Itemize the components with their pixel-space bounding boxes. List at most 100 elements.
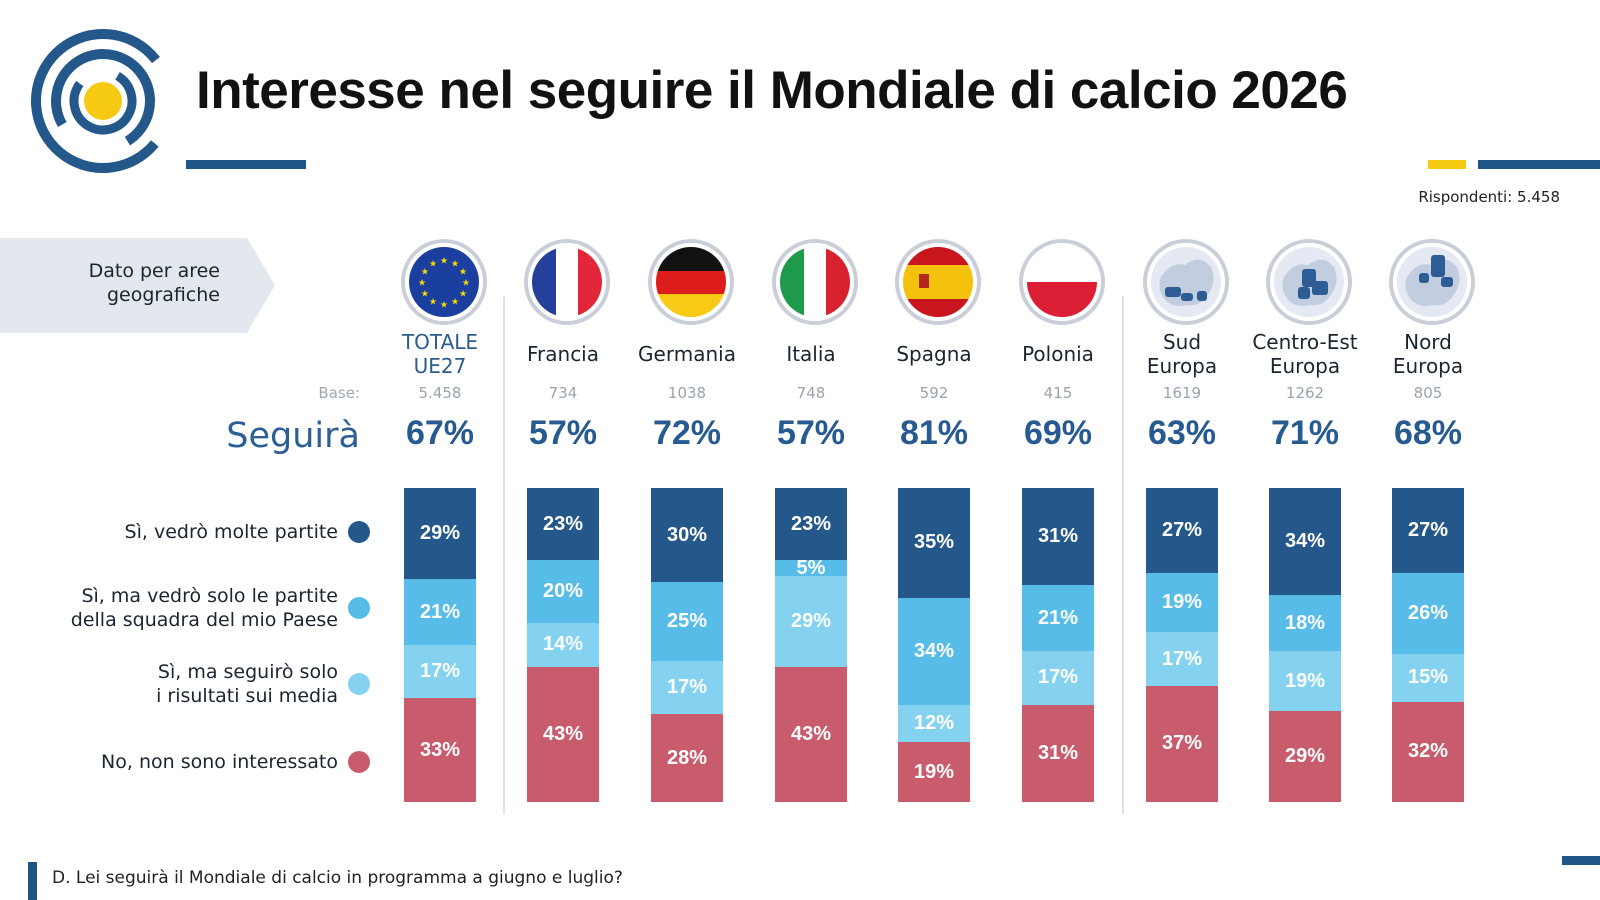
data-label: 17% [419,660,461,683]
survey-question: D. Lei seguirà il Mondiale di calcio in … [52,868,623,888]
seguira-label: Seguirà [226,416,360,456]
bar-segment: 28% [651,714,723,802]
base-value: 748 [796,384,826,402]
data-label: 29% [1284,744,1326,767]
accent-blue-bar [1478,160,1600,169]
stacked-bar: 27% 19% 17% 37% [1146,488,1218,802]
data-label: 5% [796,556,826,579]
legend-label: Sì, ma vedrò solo le partite della squad… [70,585,338,631]
bar-segment: 23% [775,488,847,561]
base-value: 805 [1413,384,1443,402]
stacked-bar: 31% 21% 17% 31% [1022,488,1094,802]
bar-segment: 20% [527,560,599,624]
data-label: 23% [542,512,584,535]
bar-segment: 25% [651,582,723,661]
stacked-bar: 30% 25% 17% 28% [651,488,723,802]
bar-segment: 19% [1146,572,1218,633]
data-label: 20% [542,580,584,603]
base-value: 1262 [1285,384,1325,402]
category-label: Germania [638,342,736,366]
bar-segment: 17% [1146,632,1218,686]
data-label: 18% [1284,611,1326,634]
eu-flag-icon: ★ ★ ★ ★ ★ ★ ★ ★ ★ ★ ★ ★ [405,243,483,321]
base-label: Base: [318,384,360,402]
respondents-count: Rispondenti: 5.458 [1418,188,1560,206]
chart-column: Centro-Est Europa 1262 71% 34% 18% 19% 29% [1243,0,1367,900]
seguira-value: 71% [1270,414,1340,452]
bar-segment: 37% [1146,685,1218,802]
chart-column: Nord Europa 805 68% 27% 26% 15% 32% [1366,0,1490,900]
svg-text:★: ★ [459,268,467,278]
seguira-value: 72% [652,414,722,452]
column-divider [1122,296,1124,814]
bar-segment: 23% [527,488,599,561]
bar-segment: 17% [651,660,723,715]
svg-text:★: ★ [451,298,459,308]
data-label: 34% [1284,529,1326,552]
category-label: Centro-Est Europa [1252,330,1358,378]
section-tag: Dato per aree geografiche [0,238,275,333]
legend-dot-icon [348,751,370,773]
base-value: 1619 [1162,384,1202,402]
bar-segment: 29% [775,575,847,667]
bar-segment: 17% [404,645,476,699]
chart-column: Italia 748 57% 23% 5% 29% 43% [749,0,873,900]
bar-segment: 17% [1022,651,1094,705]
spain-flag-icon [899,243,977,321]
bar-segment: 33% [404,698,476,802]
legend-label: Sì, ma seguirò solo i risultati sui medi… [156,661,338,707]
svg-text:★: ★ [421,290,429,300]
legend-dot-icon [348,521,370,543]
stacked-bar: 34% 18% 19% 29% [1269,488,1341,802]
category-label: Sud Europa [1146,330,1218,378]
legend-item-molte-partite: Sì, vedrò molte partite [125,520,370,544]
legend-item-squadra-paese: Sì, ma vedrò solo le partite della squad… [71,584,370,632]
stacked-bar: 27% 26% 15% 32% [1392,488,1464,802]
data-label: 21% [419,600,461,623]
bar-segment: 32% [1392,701,1464,802]
section-tag-label: Dato per aree geografiche [88,260,220,306]
svg-text:★: ★ [462,279,470,289]
stacked-bar: 35% 34% 12% 19% [898,488,970,802]
data-label: 12% [913,711,955,734]
svg-text:★: ★ [459,290,467,300]
base-value: 1038 [667,384,707,402]
data-label: 23% [790,512,832,535]
legend-dot-icon [348,673,370,695]
seguira-value: 69% [1023,414,1093,452]
category-label: Italia [786,342,836,366]
chart-column: Polonia 415 69% 31% 21% 17% 31% [996,0,1120,900]
north-europe-map-icon [1393,243,1471,321]
data-label: 29% [790,609,832,632]
category-label: Spagna [896,342,972,366]
data-label: 17% [1161,647,1203,670]
footer-accent-bar [28,862,37,900]
data-label: 33% [419,738,461,761]
seguira-value: 57% [528,414,598,452]
central-east-europe-map-icon [1270,243,1348,321]
poland-flag-icon [1023,243,1101,321]
bar-segment: 43% [527,666,599,802]
chart-column: ★ ★ ★ ★ ★ ★ ★ ★ ★ ★ ★ ★ TOTALE UE27 5.458 67% 29% 21% 17%… [378,0,502,900]
bar-segment: 27% [1146,488,1218,573]
data-label: 27% [1407,518,1449,541]
bar-segment: 19% [898,742,970,802]
legend-label: No, non sono interessato [101,751,338,773]
bar-segment: 26% [1392,572,1464,655]
stacked-bar: 23% 20% 14% 43% [527,488,599,802]
data-label: 28% [666,746,708,769]
data-label: 17% [1037,666,1079,689]
svg-text:★: ★ [418,279,426,289]
bar-segment: 19% [1269,651,1341,711]
category-label: Polonia [1022,342,1094,366]
base-value: 5.458 [418,384,462,402]
bar-segment: 5% [775,557,847,579]
data-label: 37% [1161,732,1203,755]
bar-segment: 43% [775,666,847,802]
italy-flag-icon [776,243,854,321]
base-value: 592 [919,384,949,402]
page-title: Interesse nel seguire il Mondiale di cal… [196,61,1348,120]
bar-segment: 18% [1269,594,1341,652]
data-label: 31% [1037,741,1079,764]
data-label: 19% [1161,591,1203,614]
